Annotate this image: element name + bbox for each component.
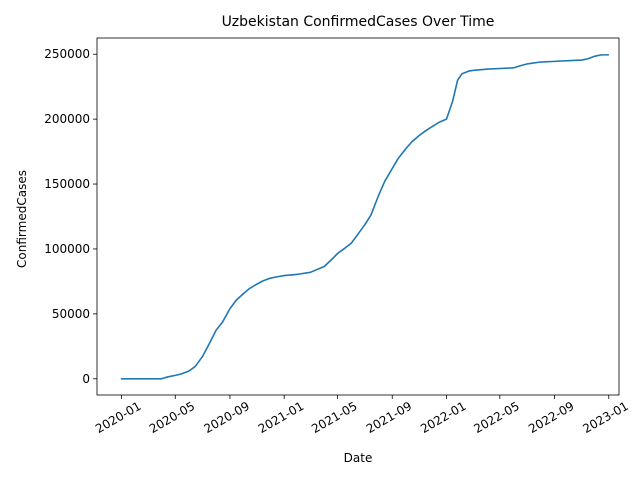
y-axis-label: ConfirmedCases [15, 170, 29, 268]
plot-area [120, 54, 610, 380]
y-tick-label: 150000 [44, 177, 90, 191]
y-tick-label: 100000 [44, 242, 90, 256]
y-tick-label: 0 [82, 372, 90, 386]
y-tick-label: 50000 [52, 307, 90, 321]
axes-frame [96, 37, 620, 396]
y-tick-label: 200000 [44, 112, 90, 126]
chart-title: Uzbekistan ConfirmedCases Over Time [222, 14, 495, 30]
y-axis: 0 50000 100000 150000 200000 250000 [44, 47, 97, 386]
x-axis-label: Date [344, 451, 373, 465]
y-tick-label: 250000 [44, 47, 90, 61]
series-line-0 [120, 54, 610, 380]
